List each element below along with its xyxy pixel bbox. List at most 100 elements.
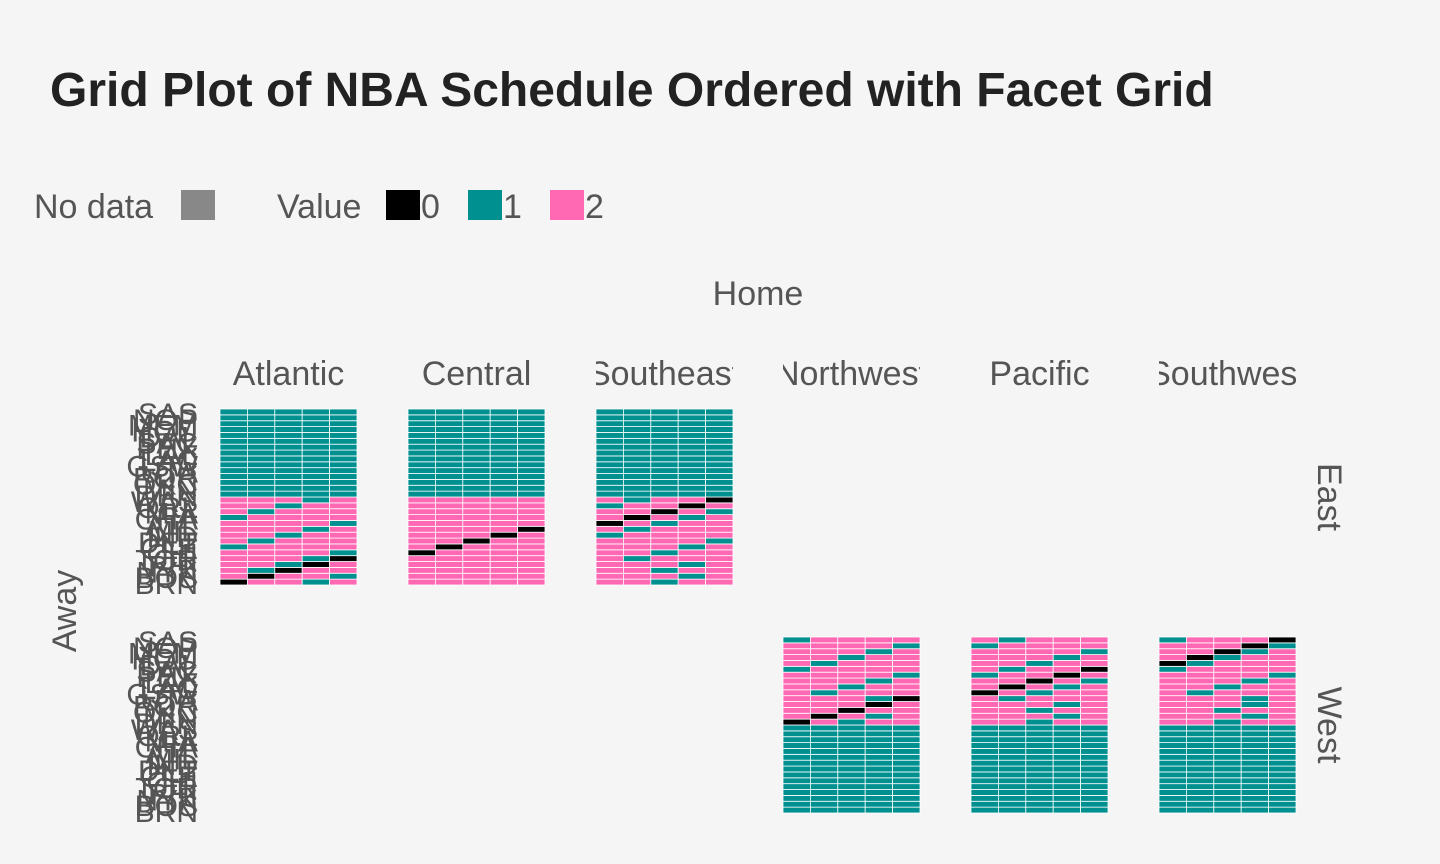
heatmap-cell [219,525,248,533]
heatmap-cell [998,759,1027,767]
heatmap-cell [892,654,921,661]
heatmap-cell [1158,789,1187,796]
heatmap-cell [998,783,1027,790]
heatmap-cell [489,414,519,422]
heatmap-cell [407,461,436,469]
heatmap-cell [705,561,734,568]
heatmap-cell [1240,707,1269,714]
heatmap-cell [705,455,734,463]
heatmap-cell [1268,795,1297,802]
heatmap-cell [1268,712,1297,720]
heatmap-cell [329,537,358,545]
heatmap-cell [623,549,652,557]
heatmap-cell [462,508,491,516]
heatmap-cell [301,514,331,521]
heatmap-cell [837,771,866,779]
heatmap-cell [837,806,866,814]
heatmap-cell [1240,648,1269,656]
heatmap-cell [462,525,491,533]
heatmap-cell [434,508,464,516]
legend-title: Value [277,188,361,226]
heatmap-cell [623,414,652,422]
heatmap-cell [219,514,248,521]
heatmap-cell [623,484,652,492]
y-tick-label: IND [146,749,198,782]
heatmap-cell [782,712,811,720]
heatmap-cell [1213,701,1242,708]
y-tick-label: HOU [131,644,198,677]
heatmap-cell [274,490,303,498]
heatmap-cell [407,567,436,574]
y-tick-label: CLE [140,533,198,566]
heatmap-cell [301,555,331,562]
heatmap-cell [705,520,734,527]
heatmap-cell [329,408,358,416]
heatmap-cell [705,555,734,562]
heatmap-cell [301,572,331,580]
heatmap-cell [407,473,436,480]
heatmap-cell [462,408,491,416]
heatmap-cell [517,578,546,586]
heatmap-cell [301,520,331,527]
y-tick-label: POR [133,462,198,495]
heatmap-cell [837,724,866,732]
heatmap-cell [1158,783,1187,790]
heatmap-cell [1268,636,1297,644]
heatmap-cell [1268,748,1297,755]
heatmap-cell [407,484,436,492]
heatmap-cell [1186,748,1215,755]
heatmap-cell [1213,665,1242,673]
heatmap-cell [246,567,276,574]
heatmap-cell [1025,759,1054,767]
heatmap-cell [301,525,331,533]
heatmap-cell [1268,783,1297,790]
heatmap-cell [1240,718,1269,726]
heatmap-cell [1213,712,1242,720]
heatmap-cell [1052,654,1081,661]
heatmap-cell [892,795,921,802]
heatmap-cell [1025,665,1054,673]
heatmap-cell [329,455,358,463]
heatmap-cell [1240,742,1269,749]
heatmap-cell [864,695,894,702]
y-tick-label: MIN [143,474,198,507]
col-strip-pacific: Pacific [989,355,1089,393]
heatmap-cell [517,567,546,574]
heatmap-cell [1080,677,1109,685]
y-tick-label: DET [138,755,198,788]
heatmap-cell [219,484,248,492]
heatmap-cell [246,543,276,551]
heatmap-cell [650,408,679,416]
heatmap-cell [517,537,546,545]
heatmap-cell [677,484,707,492]
heatmap-cell [782,771,811,779]
heatmap-cell [998,742,1027,749]
heatmap-cell [489,478,519,486]
heatmap-cell [810,671,839,679]
y-tick-label: OKC [133,468,198,501]
heatmap-cell [970,742,999,749]
heatmap-cell [301,567,331,574]
heatmap-cell [462,555,491,562]
heatmap-cell [274,555,303,562]
heatmap-cell [246,461,276,469]
heatmap-cell [489,520,519,527]
heatmap-cell [1213,742,1242,749]
heatmap-cell [1052,660,1081,667]
heatmap-cell [517,549,546,557]
heatmap-cell [623,408,652,416]
heatmap-cell [595,467,624,474]
heatmap-cell [219,408,248,416]
heatmap-cell [1186,759,1215,767]
heatmap-cell [892,701,921,708]
heatmap-cell [782,660,811,667]
heatmap-cell [329,514,358,521]
heatmap-cell [1268,753,1297,761]
heatmap-cell [1186,642,1215,650]
heatmap-cell [274,478,303,486]
heatmap-cell [329,420,358,428]
y-tick-label: MIL [148,743,198,776]
heatmap-cell [489,572,519,580]
heatmap-cell [1052,712,1081,720]
heatmap-cell [810,695,839,702]
